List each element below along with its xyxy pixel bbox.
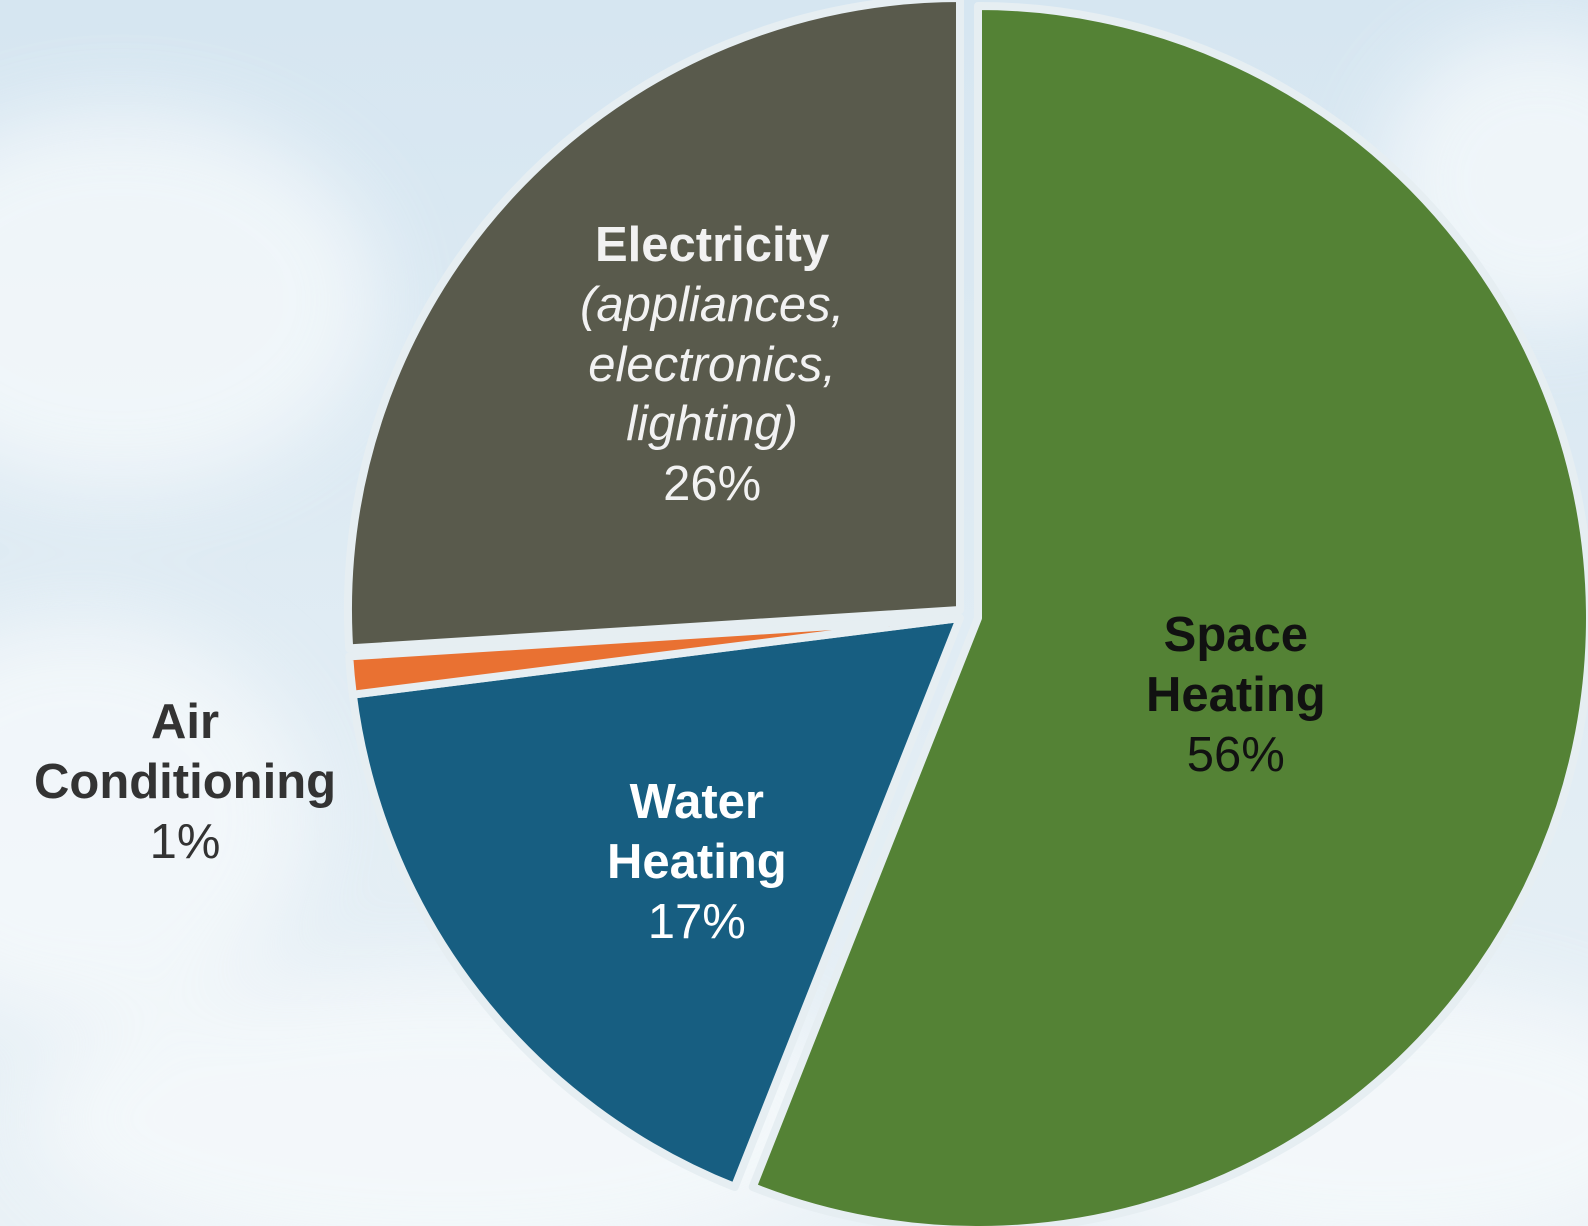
label-name-air-conditioning-0: Air: [151, 695, 220, 749]
label-name-space-heating-0: Space: [1163, 608, 1309, 662]
label-air-conditioning: Air Conditioning 1%: [34, 693, 336, 872]
label-value-water-heating: 17%: [647, 894, 746, 949]
label-name-space-heating-1: Heating: [1146, 667, 1326, 722]
label-value-space-heating: 56%: [1186, 727, 1285, 782]
label-subtitle-electricity-2: lighting): [626, 397, 798, 452]
slice-space-heating: [748, 2, 1588, 1226]
label-value-electricity: 26%: [663, 457, 762, 512]
label-water-heating: Water Heating 17%: [607, 773, 787, 952]
pie-slices: [344, 0, 1588, 1226]
slice-electricity: [344, 0, 964, 653]
label-space-heating: Space Heating 56%: [1146, 606, 1326, 785]
label-subtitle-electricity-0: (appliances,: [580, 277, 845, 332]
label-subtitle-electricity-1: electronics,: [588, 337, 837, 392]
label-name-water-heating-1: Heating: [607, 834, 787, 889]
label-value-air-conditioning: 1%: [149, 814, 221, 869]
label-electricity: Electricity (appliances, electronics, light…: [580, 216, 844, 515]
label-name-electricity: Electricity: [594, 218, 830, 272]
label-name-air-conditioning-1: Conditioning: [34, 754, 337, 809]
slice-air-conditioning: [345, 614, 964, 699]
label-name-water-heating-0: Water: [629, 775, 764, 829]
slice-water-heating: [348, 614, 964, 1192]
